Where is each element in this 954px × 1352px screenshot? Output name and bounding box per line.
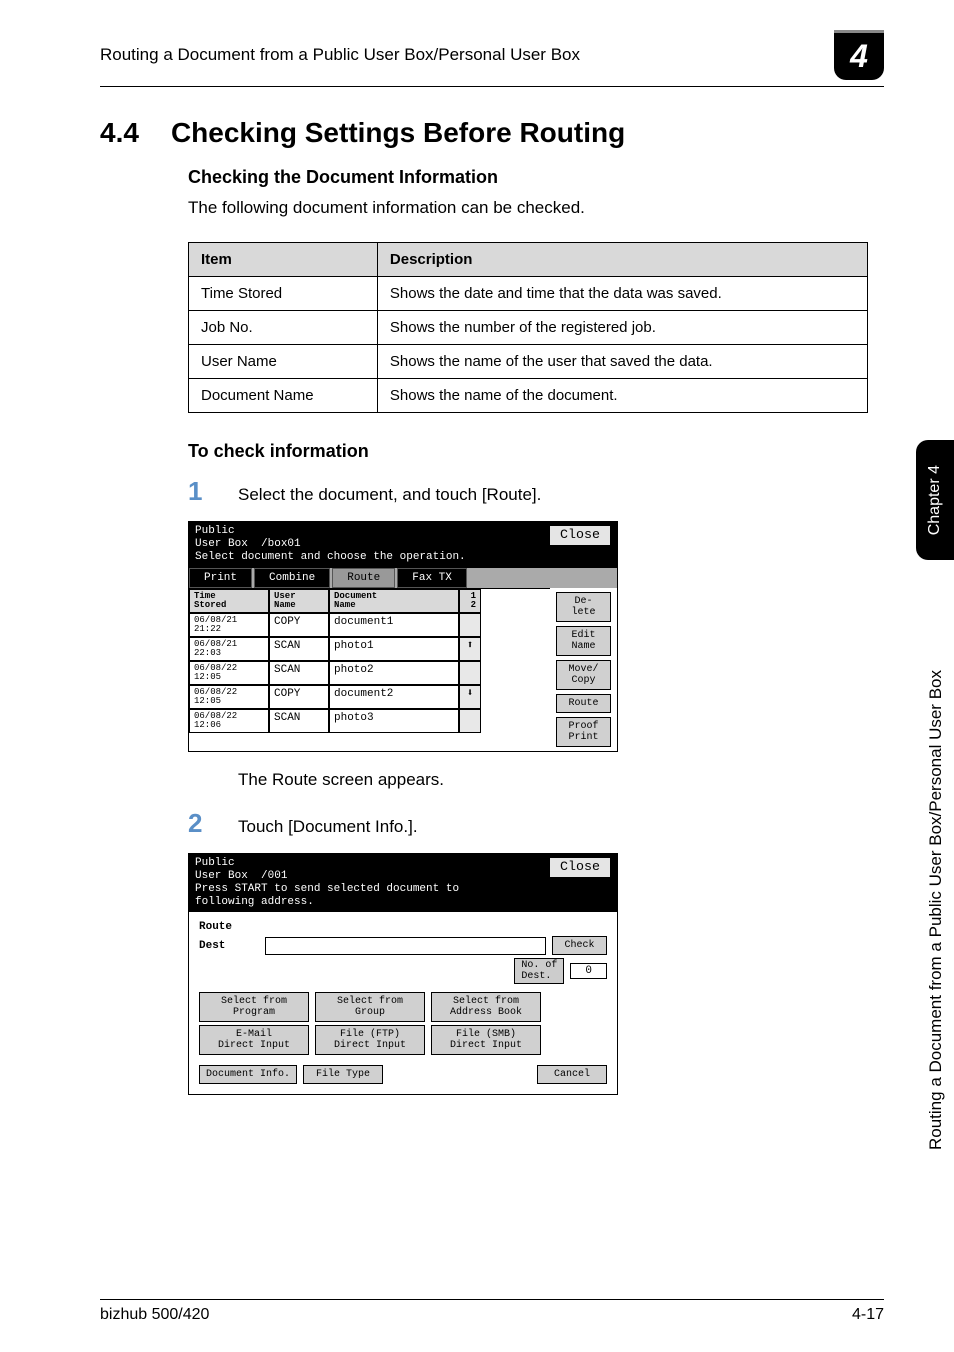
table-cell[interactable]: photo3 [329, 709, 459, 733]
info-table-header: Item [189, 243, 378, 277]
ss1-title-line2: Select document and choose the operation… [195, 551, 549, 564]
no-of-dest-value: 0 [570, 963, 607, 979]
screenshot-box-list: Public User Box /box01 Select document a… [188, 521, 618, 752]
heading-2: 4.4 Checking Settings Before Routing [100, 117, 884, 149]
info-table-header: Description [377, 243, 867, 277]
info-table-cell: Shows the name of the document. [377, 379, 867, 413]
spacer [459, 709, 481, 733]
move-copy-button[interactable]: Move/ Copy [556, 660, 611, 690]
select-from-group-button[interactable]: Select from Group [315, 992, 425, 1022]
step-text: Touch [Document Info.]. [238, 817, 418, 837]
step-2: 2 Touch [Document Info.]. [188, 808, 884, 839]
step-number: 2 [188, 808, 238, 839]
intro-text: The following document information can b… [188, 198, 884, 218]
subheading-check-info: To check information [188, 441, 884, 462]
screenshot-route: Public User Box /001 Press START to send… [188, 853, 618, 1096]
heading-number: 4.4 [100, 117, 139, 149]
document-info-button[interactable]: Document Info. [199, 1065, 297, 1084]
section-badge: 4 [834, 30, 884, 80]
select-from-address-book-button[interactable]: Select from Address Book [431, 992, 541, 1022]
footer-product: bizhub 500/420 [100, 1306, 209, 1324]
no-of-dest-label: No. of Dest. [514, 958, 564, 984]
col-user-name: User Name [269, 589, 329, 613]
table-cell[interactable]: COPY [269, 613, 329, 637]
ss2-title-line1: Public User Box /001 [195, 857, 549, 883]
edit-name-button[interactable]: Edit Name [556, 626, 611, 656]
page-indicator: 1 2 [459, 589, 481, 613]
col-time-stored[interactable]: Time Stored [189, 589, 269, 613]
chapter-tab-label: Chapter 4 [926, 465, 944, 535]
info-table-cell: Time Stored [189, 277, 378, 311]
info-table-cell: Shows the date and time that the data wa… [377, 277, 867, 311]
info-table-cell: Job No. [189, 311, 378, 345]
close-button[interactable]: Close [549, 525, 611, 546]
page-header: Routing a Document from a Public User Bo… [100, 30, 884, 87]
scroll-up-button[interactable]: ⬆ [459, 637, 481, 661]
table-cell[interactable]: 06/08/22 12:06 [189, 709, 269, 733]
file-ftp-direct-input-button[interactable]: File (FTP) Direct Input [315, 1025, 425, 1055]
ss2-title-line2: Press START to send selected document to… [195, 883, 549, 909]
info-table-cell: User Name [189, 345, 378, 379]
email-direct-input-button[interactable]: E-Mail Direct Input [199, 1025, 309, 1055]
tab-fax-tx[interactable]: Fax TX [397, 568, 467, 588]
close-button[interactable]: Close [549, 857, 611, 878]
running-title: Routing a Document from a Public User Bo… [100, 45, 814, 65]
dest-label: Dest [199, 940, 259, 952]
cancel-button[interactable]: Cancel [537, 1065, 607, 1084]
table-cell[interactable]: document2 [329, 685, 459, 709]
scroll-down-button[interactable]: ⬇ [459, 685, 481, 709]
table-cell[interactable]: 06/08/21 22:03 [189, 637, 269, 661]
route-button[interactable]: Route [556, 694, 611, 713]
route-label: Route [199, 921, 232, 933]
table-cell[interactable]: photo1 [329, 637, 459, 661]
step-text: Select the document, and touch [Route]. [238, 485, 541, 505]
table-cell[interactable]: SCAN [269, 709, 329, 733]
ss1-tab-row: Print Combine Route Fax TX [189, 568, 617, 588]
subheading-doc-info: Checking the Document Information [188, 167, 884, 188]
table-cell[interactable]: document1 [329, 613, 459, 637]
dest-field [265, 937, 546, 955]
heading-title: Checking Settings Before Routing [171, 117, 625, 149]
info-table: Item Description Time Stored Shows the d… [188, 242, 868, 413]
col-document-name: Document Name [329, 589, 459, 613]
spacer [459, 613, 481, 637]
interlude-text: The Route screen appears. [238, 770, 884, 790]
info-table-cell: Shows the name of the user that saved th… [377, 345, 867, 379]
table-cell[interactable]: COPY [269, 685, 329, 709]
chapter-tab: Chapter 4 [916, 440, 954, 560]
tab-print[interactable]: Print [189, 568, 252, 588]
spacer [459, 661, 481, 685]
table-cell[interactable]: 06/08/21 21:22 [189, 613, 269, 637]
proof-print-button[interactable]: Proof Print [556, 717, 611, 747]
info-table-cell: Shows the number of the registered job. [377, 311, 867, 345]
select-from-program-button[interactable]: Select from Program [199, 992, 309, 1022]
side-running-title: Routing a Document from a Public User Bo… [926, 600, 946, 1220]
info-table-cell: Document Name [189, 379, 378, 413]
step-1: 1 Select the document, and touch [Route]… [188, 476, 884, 507]
table-cell[interactable]: 06/08/22 12:05 [189, 661, 269, 685]
table-cell[interactable]: SCAN [269, 661, 329, 685]
file-type-button[interactable]: File Type [303, 1065, 383, 1084]
table-cell[interactable]: photo2 [329, 661, 459, 685]
tab-route[interactable]: Route [332, 568, 395, 588]
footer-page-number: 4-17 [852, 1306, 884, 1324]
check-button[interactable]: Check [552, 936, 607, 955]
table-cell[interactable]: SCAN [269, 637, 329, 661]
page-footer: bizhub 500/420 4-17 [100, 1299, 884, 1324]
delete-button[interactable]: De- lete [556, 592, 611, 622]
step-number: 1 [188, 476, 238, 507]
ss1-title-line1: Public User Box /box01 [195, 525, 549, 551]
file-smb-direct-input-button[interactable]: File (SMB) Direct Input [431, 1025, 541, 1055]
table-cell[interactable]: 06/08/22 12:05 [189, 685, 269, 709]
tab-combine[interactable]: Combine [254, 568, 330, 588]
